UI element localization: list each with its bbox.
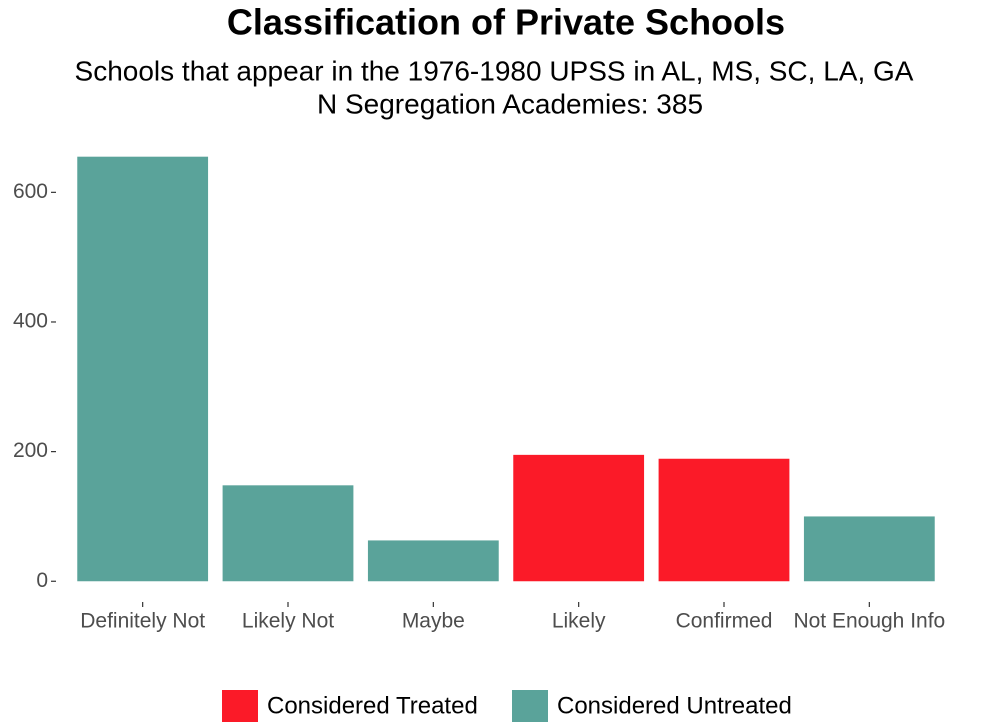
legend-swatch: [222, 690, 258, 722]
bar: [367, 540, 499, 582]
x-tick-label: Likely Not: [242, 610, 334, 633]
y-tick-label: 0: [36, 569, 48, 592]
x-tick-label: Likely: [552, 610, 606, 633]
bar: [803, 516, 935, 582]
bar: [658, 458, 790, 582]
bar: [513, 454, 645, 582]
y-tick-label: 600: [13, 180, 48, 203]
legend-swatch: [512, 690, 548, 722]
legend-label: Considered Untreated: [557, 692, 792, 719]
bar: [77, 156, 209, 582]
x-tick-label: Not Enough Info: [793, 610, 945, 633]
x-tick-label: Confirmed: [676, 610, 773, 633]
chart-subtitle: N Segregation Academies: 385: [317, 88, 703, 119]
chart-title: Classification of Private Schools: [227, 2, 785, 43]
y-tick-label: 400: [13, 310, 48, 333]
bar: [222, 485, 354, 582]
legend-label: Considered Treated: [267, 692, 478, 719]
y-tick-label: 200: [13, 439, 48, 462]
x-tick-label: Definitely Not: [80, 610, 205, 633]
x-tick-label: Maybe: [402, 610, 465, 633]
chart-subtitle: Schools that appear in the 1976-1980 UPS…: [75, 55, 914, 86]
